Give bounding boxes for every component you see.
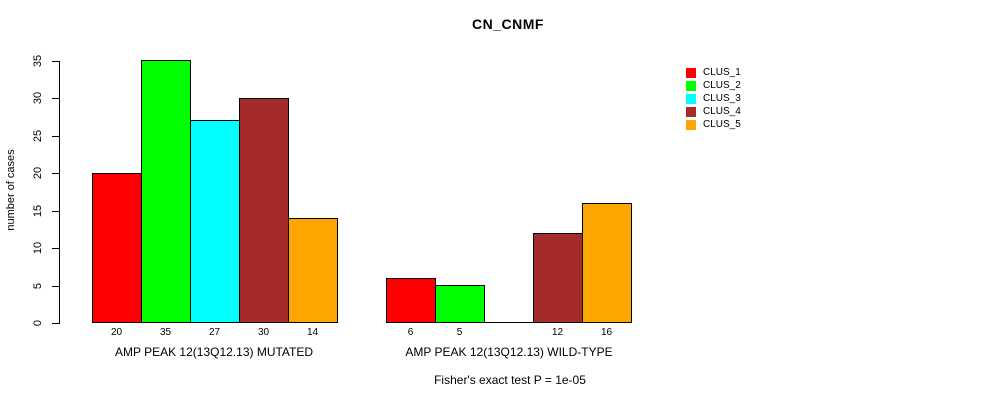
bar-clus_3-group1 — [190, 120, 240, 323]
bar-clus_5-group2 — [582, 203, 632, 323]
group-label-wild-type: AMP PEAK 12(13Q12.13) WILD-TYPE — [405, 345, 613, 359]
legend-swatch-clus-4 — [686, 106, 696, 117]
y-axis-tick-label: 15 — [32, 204, 44, 217]
y-axis-tick — [52, 323, 59, 324]
bar-value-label: 20 — [110, 327, 123, 338]
legend-label: CLUS_4 — [703, 106, 741, 117]
y-axis-tick-label: 35 — [32, 54, 44, 67]
legend-item: CLUS_2 — [686, 79, 741, 92]
y-axis-line — [59, 60, 60, 324]
bar-clus_1-group1 — [92, 173, 142, 323]
bar-value-label: 16 — [600, 327, 613, 338]
y-axis-tick — [52, 285, 59, 287]
y-axis-tick-label: 25 — [32, 129, 44, 142]
y-axis-tick — [52, 135, 59, 137]
legend-item: CLUS_1 — [686, 66, 741, 79]
legend-swatch-clus-3 — [686, 93, 696, 104]
bar-value-label: 14 — [306, 327, 319, 338]
y-axis-tick-label: 10 — [32, 241, 44, 255]
y-axis-tick-label: 20 — [32, 166, 44, 180]
legend: CLUS_1 CLUS_2 CLUS_3 CLUS_4 CLUS_5 — [686, 66, 741, 131]
y-axis-tick — [52, 60, 59, 62]
bar-value-label: 35 — [159, 327, 172, 338]
bar-clus_2-group2 — [435, 285, 485, 323]
group-label-mutated: AMP PEAK 12(13Q12.13) MUTATED — [114, 345, 314, 359]
legend-swatch-clus-5 — [686, 119, 696, 130]
bar-clus_1-group2 — [386, 278, 436, 323]
bar-value-label: 27 — [208, 327, 221, 338]
chart-title: CN_CNMF — [472, 16, 544, 32]
legend-label: CLUS_5 — [703, 119, 741, 130]
y-axis-tick — [52, 98, 59, 99]
bar-clus_4-group2 — [533, 233, 583, 323]
y-axis-tick — [52, 210, 59, 212]
y-axis-tick — [52, 173, 59, 174]
bar-value-label: 6 — [407, 327, 414, 338]
bar-clus_4-group1 — [239, 98, 289, 323]
y-axis-title: number of cases — [5, 149, 17, 231]
legend-label: CLUS_3 — [703, 93, 741, 104]
y-axis-tick — [52, 248, 59, 249]
legend-swatch-clus-1 — [686, 67, 696, 78]
bar-clus_2-group1 — [141, 60, 191, 323]
legend-item: CLUS_5 — [686, 118, 741, 131]
bar-clus_5-group1 — [288, 218, 338, 323]
legend-swatch-clus-2 — [686, 80, 696, 91]
y-axis-tick-label: 5 — [32, 282, 44, 289]
y-axis-tick-label: 30 — [32, 91, 44, 105]
bar-clus_3-group2 — [484, 322, 534, 323]
legend-item: CLUS_4 — [686, 105, 741, 118]
y-axis-tick-label: 0 — [32, 319, 44, 327]
bar-value-label: 5 — [456, 327, 463, 338]
fisher-test-annotation: Fisher's exact test P = 1e-05 — [434, 373, 586, 387]
legend-item: CLUS_3 — [686, 92, 741, 105]
bar-value-label: 12 — [551, 327, 564, 338]
legend-label: CLUS_1 — [703, 67, 741, 78]
bar-value-label: 30 — [257, 327, 270, 338]
legend-label: CLUS_2 — [703, 80, 741, 91]
